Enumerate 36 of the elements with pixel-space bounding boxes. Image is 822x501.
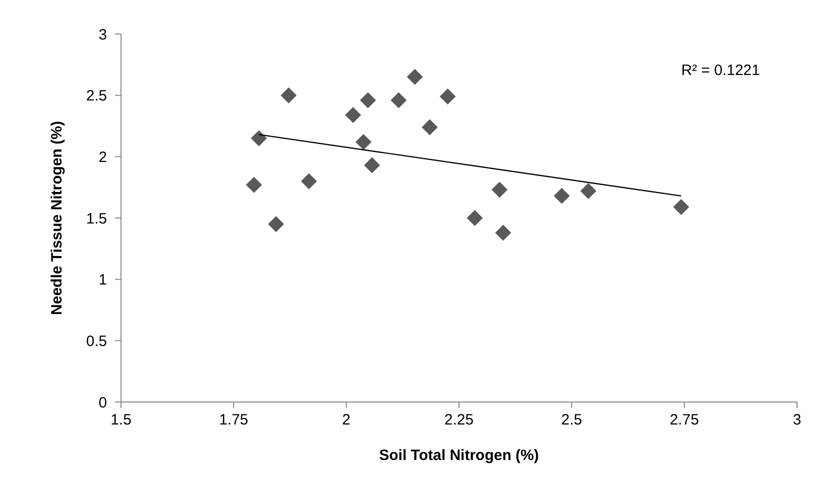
point xyxy=(246,176,262,193)
point xyxy=(495,224,512,241)
point xyxy=(554,188,570,204)
point xyxy=(364,157,380,174)
point xyxy=(422,119,438,136)
x-tick-label: 2 xyxy=(342,412,351,429)
point xyxy=(492,182,508,198)
point xyxy=(390,92,407,108)
y-tick-label: 2.5 xyxy=(86,88,107,105)
y-tick-label: 0.5 xyxy=(86,332,107,350)
point xyxy=(440,88,456,105)
x-tick-label: 2.75 xyxy=(670,412,699,429)
point xyxy=(360,92,376,108)
x-tick-label: 2.5 xyxy=(561,412,582,429)
annotation: R² = 0.1221 xyxy=(681,62,760,79)
point xyxy=(580,183,596,200)
point xyxy=(345,106,362,123)
point xyxy=(268,216,284,232)
point xyxy=(673,198,690,215)
x-tick-label: 1.75 xyxy=(219,412,248,429)
y-tick-label: 2 xyxy=(98,148,107,166)
point xyxy=(300,173,317,190)
y-tick-label: 0 xyxy=(98,394,107,412)
point xyxy=(280,87,297,104)
x-tick-label: 2.25 xyxy=(444,412,474,429)
point xyxy=(406,68,423,85)
x-tick-label: 3 xyxy=(792,412,802,429)
y-tick-label: 1 xyxy=(98,272,107,289)
x-tick-label: 1.5 xyxy=(110,412,132,429)
y-tick-label: 3 xyxy=(98,26,107,44)
y-axis-title: Needle Tissue Nitrogen (%) xyxy=(48,121,66,315)
y-tick-label: 1.5 xyxy=(86,210,107,228)
x-axis-title: Soil Total Nitrogen (%) xyxy=(379,447,539,464)
point xyxy=(466,210,483,226)
point xyxy=(250,130,267,146)
point xyxy=(355,134,372,150)
